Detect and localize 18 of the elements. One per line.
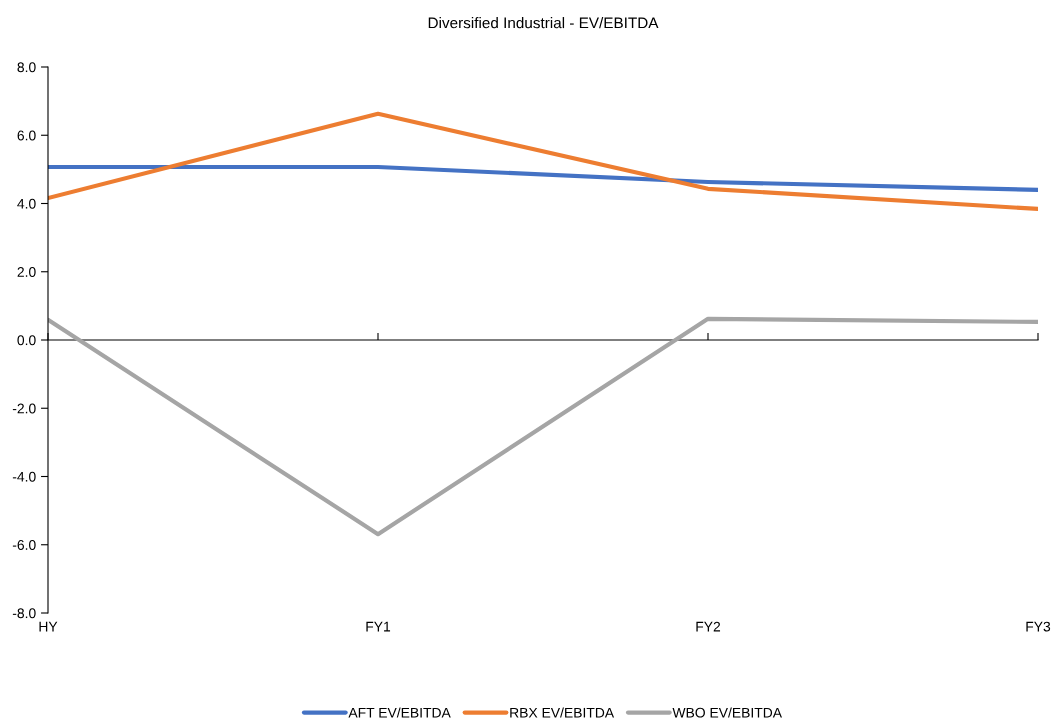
- y-tick-label: -2.0: [12, 403, 36, 414]
- y-tick-label: -4.0: [12, 471, 36, 482]
- legend-label: RBX EV/EBITDA: [510, 707, 615, 718]
- legend-label: AFT EV/EBITDA: [348, 707, 451, 718]
- legend-label: WBO EV/EBITDA: [672, 707, 782, 718]
- x-tick-label: FY2: [696, 621, 721, 632]
- chart-title: Diversified Industrial - EV/EBITDA: [428, 17, 659, 29]
- y-tick-label: 6.0: [17, 130, 36, 141]
- y-tick-label: -6.0: [12, 540, 36, 550]
- y-tick-label: 8.0: [17, 62, 36, 73]
- x-tick-label: FY3: [1026, 621, 1051, 632]
- y-tick-label: 0.0: [17, 335, 36, 346]
- line-series: [48, 111, 1038, 212]
- x-tick-label: HY: [39, 621, 58, 632]
- y-tick-label: 4.0: [17, 198, 36, 209]
- y-tick-label: -8.0: [12, 608, 36, 619]
- x-tick-label: FY1: [366, 621, 391, 632]
- y-tick-label: 2.0: [17, 267, 36, 277]
